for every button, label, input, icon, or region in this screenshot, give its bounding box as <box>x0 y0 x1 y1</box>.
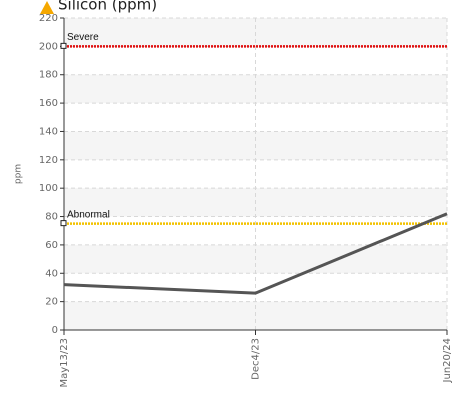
threshold-label: Severe <box>67 32 99 43</box>
y-tick-label: 0 <box>52 325 58 336</box>
y-tick-label: 220 <box>39 13 58 24</box>
y-tick-label: 80 <box>45 212 58 223</box>
y-tick-label: 100 <box>39 183 58 194</box>
y-tick-label: 180 <box>39 70 58 81</box>
y-tick-label: 120 <box>39 155 58 166</box>
x-tick-label: May13/23 <box>59 338 70 388</box>
y-tick-label: 160 <box>39 98 58 109</box>
y-tick-label: 60 <box>45 240 58 251</box>
x-tick-label: Dec4/23 <box>251 338 262 380</box>
threshold-label: Abnormal <box>67 209 110 220</box>
y-axis-label: ppm <box>14 164 24 184</box>
y-tick-label: 140 <box>39 126 58 137</box>
x-tick-label: Jun20/24 <box>442 338 453 383</box>
threshold-marker <box>60 42 67 49</box>
chart-title: Silicon (ppm) <box>58 0 157 14</box>
y-tick-label: 20 <box>45 297 58 308</box>
y-tick-label: 40 <box>45 268 58 279</box>
threshold-marker <box>60 220 67 227</box>
warning-icon <box>40 1 54 14</box>
y-tick-label: 200 <box>39 41 58 52</box>
data-line <box>63 212 448 295</box>
